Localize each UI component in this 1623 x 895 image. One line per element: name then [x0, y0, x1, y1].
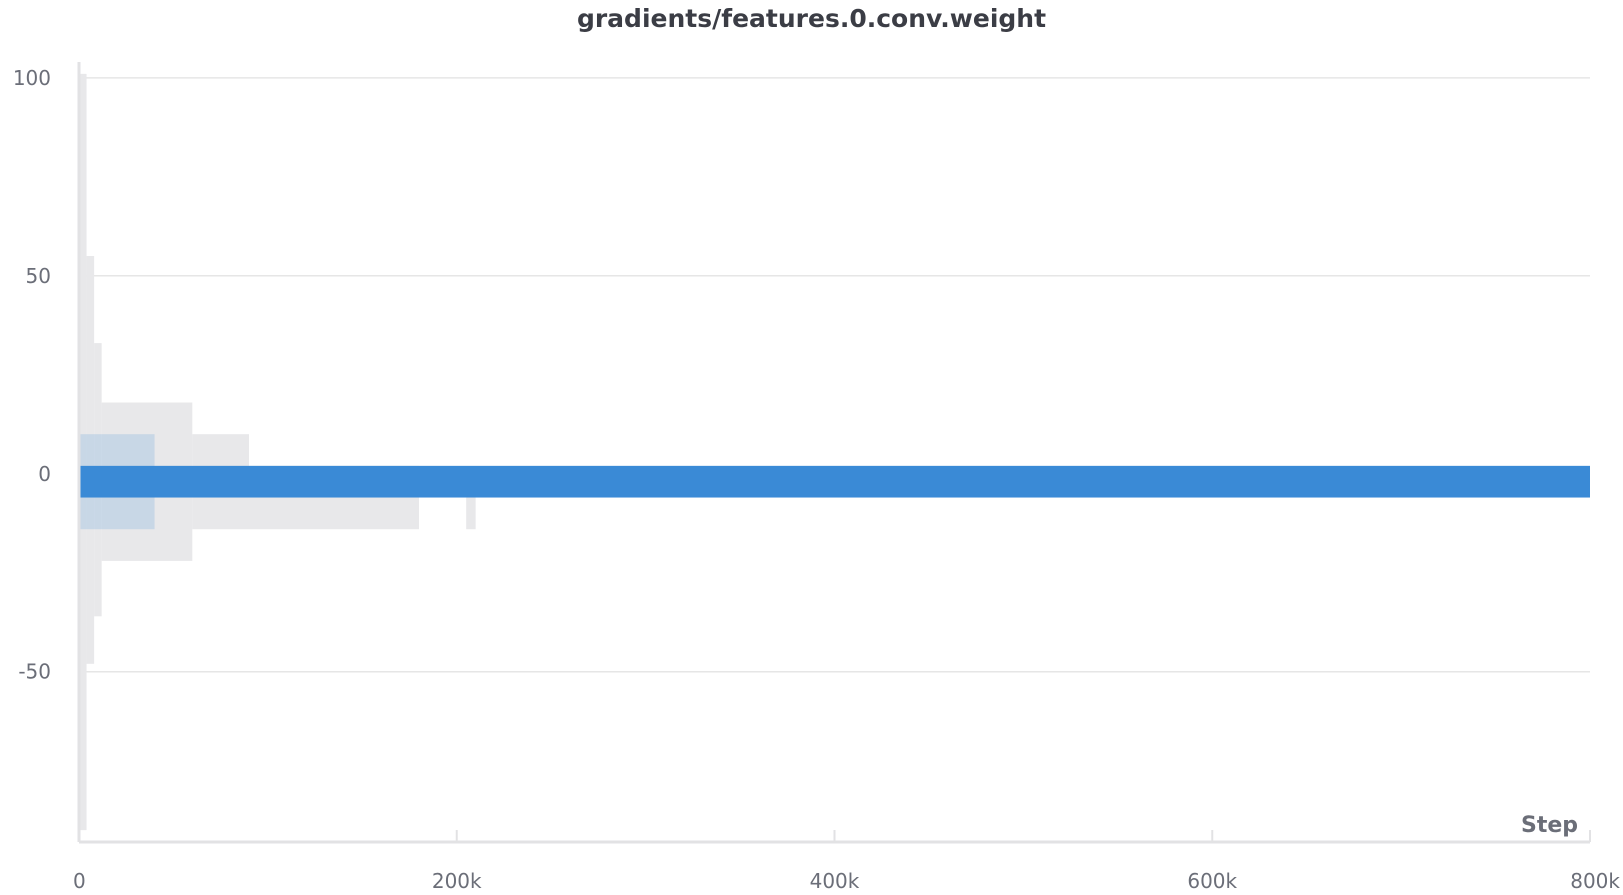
x-tick-label: 400k	[810, 869, 860, 893]
x-tick-label: 800k	[1570, 869, 1620, 893]
tick-labels: 0 200k 400k 600k 800k -50 0 50 100 Step	[13, 66, 1621, 893]
axes	[77, 62, 1591, 844]
x-axis-label: Step	[1521, 813, 1578, 838]
y-tick-label: 100	[13, 66, 51, 90]
grid-lines	[79, 77, 1590, 673]
x-tick-label: 200k	[432, 869, 482, 893]
y-tick-label: 50	[26, 264, 51, 288]
y-tick-label: -50	[18, 660, 51, 684]
sparse-range	[466, 497, 476, 530]
sparse-range	[86, 256, 95, 664]
chart-title: gradients/features.0.conv.weight	[576, 4, 1047, 33]
core-band	[79, 465, 1590, 498]
x-tick-label: 600k	[1187, 869, 1237, 893]
sparse-range	[79, 73, 87, 831]
x-tick-label: 0	[73, 869, 86, 893]
dense-distribution	[79, 434, 1590, 530]
y-tick-label: 0	[38, 462, 51, 486]
